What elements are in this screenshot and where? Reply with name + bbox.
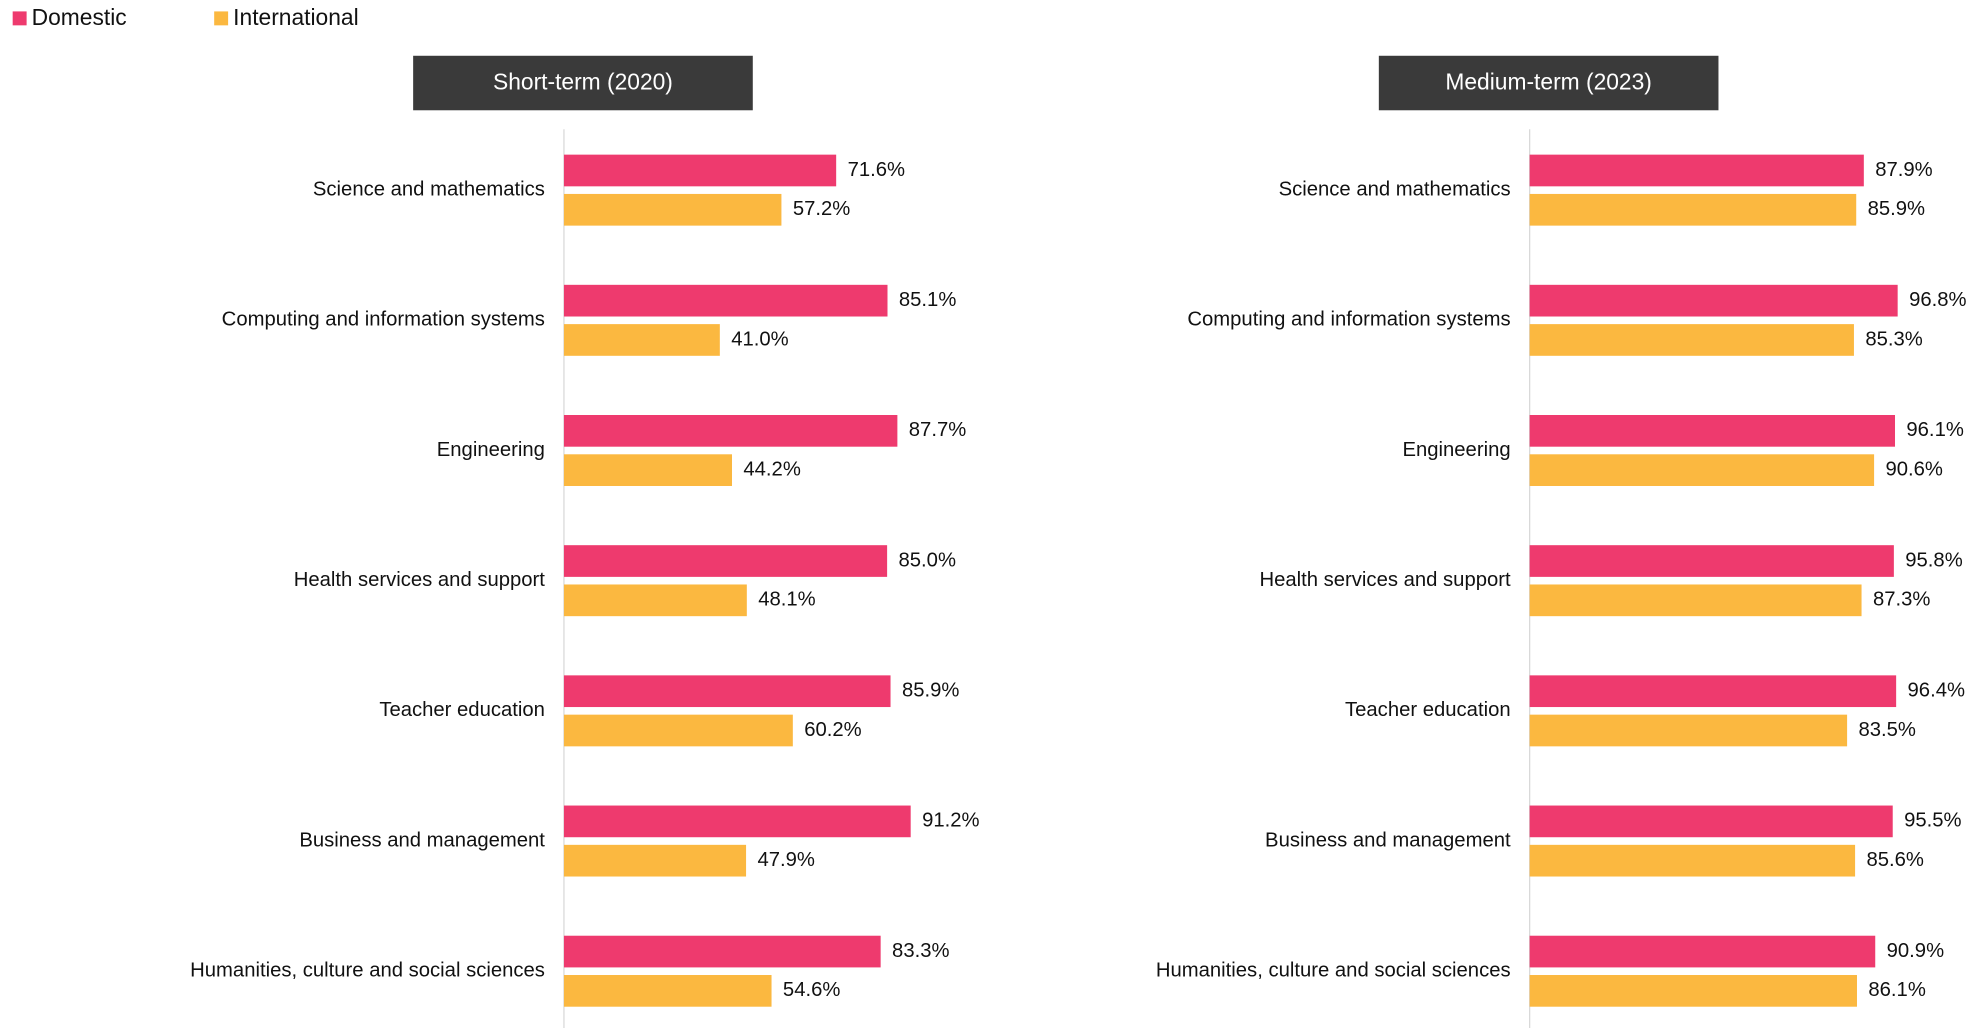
value-label: 90.6% [1886,459,1943,481]
category-label: Health services and support [1259,569,1511,591]
category-label: Teacher education [379,699,545,721]
bar [1529,584,1862,617]
chart-title: Short-term (2020) [493,69,673,95]
bar [1529,415,1896,447]
bar [1529,714,1848,747]
legend-swatch [214,11,229,26]
bar [1529,975,1857,1007]
legend-label: International [233,4,358,30]
value-label: 96.4% [1908,680,1965,702]
bar [1529,545,1894,577]
value-label: 57.2% [793,198,850,220]
bar [563,545,888,577]
value-label: 44.2% [743,459,800,481]
bar [1529,324,1854,356]
category-label: Science and mathematics [1279,178,1511,200]
value-label: 83.5% [1859,719,1916,741]
bar [563,844,747,877]
bar [1529,454,1875,486]
value-label: 85.1% [899,289,956,311]
value-label: 85.0% [899,549,956,571]
value-label: 86.1% [1868,979,1925,1001]
bar [1529,805,1893,838]
value-label: 85.9% [1868,198,1925,220]
value-label: 95.5% [1904,810,1961,832]
bar [563,935,881,968]
chart-title: Medium-term (2023) [1445,69,1651,95]
value-label: 48.1% [758,589,815,611]
value-label: 54.6% [783,979,840,1001]
category-label: Teacher education [1345,699,1511,721]
bar [563,584,747,617]
bar [563,193,782,226]
bar [1529,154,1864,187]
value-label: 85.3% [1865,328,1922,350]
bar [563,324,720,356]
category-label: Science and mathematics [313,178,545,200]
bar [563,975,772,1007]
category-label: Engineering [437,439,545,461]
title-box [413,55,753,111]
bar [563,454,732,486]
category-label: Computing and information systems [1187,309,1510,331]
value-label: 90.9% [1887,940,1944,962]
category-label: Business and management [1265,829,1511,851]
legend-swatch [12,11,27,26]
category-label: Engineering [1402,439,1510,461]
bar [563,415,898,447]
value-label: 87.9% [1875,159,1932,181]
bar [1529,284,1898,317]
value-label: 96.1% [1906,419,1963,441]
value-label: 83.3% [892,940,949,962]
value-label: 96.8% [1909,289,1966,311]
value-label: 85.6% [1866,849,1923,871]
title-box [1378,55,1719,111]
bar [1529,675,1897,708]
value-label: 95.8% [1905,549,1962,571]
value-label: 41.0% [731,328,788,350]
value-label: 87.7% [909,419,966,441]
bar [1529,844,1856,877]
value-label: 85.9% [902,680,959,702]
category-label: Computing and information systems [222,309,545,331]
category-label: Humanities, culture and social sciences [1156,960,1511,982]
bar [563,714,793,747]
category-label: Health services and support [294,569,546,591]
value-label: 47.9% [757,849,814,871]
bar [563,805,911,838]
bar [563,154,837,187]
bar [1529,193,1857,226]
bar [563,675,891,708]
value-label: 71.6% [848,159,905,181]
category-label: Business and management [299,829,545,851]
legend-label: Domestic [32,4,127,30]
bar [1529,935,1876,968]
category-label: Humanities, culture and social sciences [190,960,545,982]
value-label: 91.2% [922,810,979,832]
value-label: 60.2% [804,719,861,741]
value-label: 87.3% [1873,589,1930,611]
bar [563,284,888,317]
